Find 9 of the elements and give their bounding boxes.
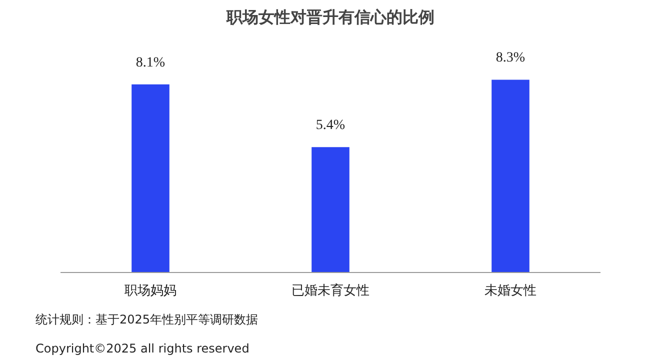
data-label: 5.4% xyxy=(316,118,346,134)
data-label: 8.1% xyxy=(136,55,166,70)
x-tick-label: 未婚女性 xyxy=(484,284,536,298)
x-tick-label: 已婚未育女性 xyxy=(292,282,370,298)
text: Copyright©2025 all rights reserved xyxy=(36,342,250,356)
data-label: 8.3% xyxy=(496,50,526,66)
text: 统计规则：基于2025年性别平等调研数据 xyxy=(36,312,258,326)
chart-title: 职场女性对晋升有信心的比例 xyxy=(226,8,434,26)
x-tick-label: 职场妈妈 xyxy=(124,284,176,298)
